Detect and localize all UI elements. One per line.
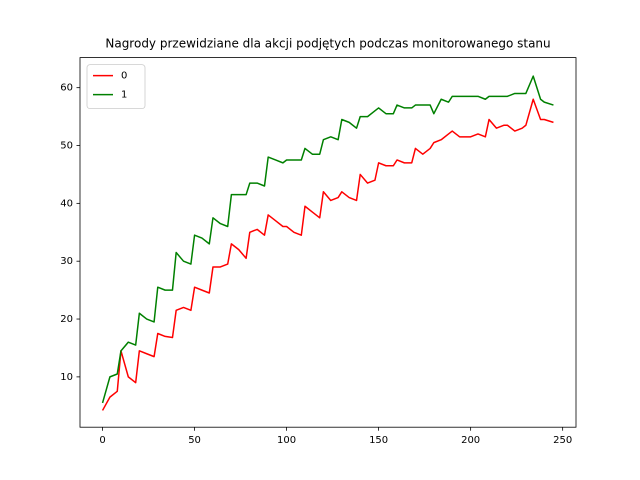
y-tick-label: 10 [60,372,73,383]
chart-title: Nagrody przewidziane dla akcji podjętych… [105,37,550,51]
y-tick-label: 30 [60,256,73,267]
x-tick-label: 200 [461,435,480,446]
y-tick-label: 20 [60,314,73,325]
legend-label: 0 [121,71,127,82]
line-series [101,98,554,411]
x-tick-label: 250 [553,435,572,446]
x-tick-label: 150 [369,435,388,446]
x-tick-label: 0 [99,435,105,446]
y-tick-label: 50 [60,141,73,152]
x-tick-label: 100 [277,435,296,446]
plot-frame [79,57,577,428]
legend-box [86,64,146,109]
legend-label: 1 [121,90,127,101]
y-tick-label: 40 [60,198,73,209]
y-tick-label: 60 [60,83,73,94]
line-series [101,75,554,404]
x-tick-label: 50 [188,435,201,446]
